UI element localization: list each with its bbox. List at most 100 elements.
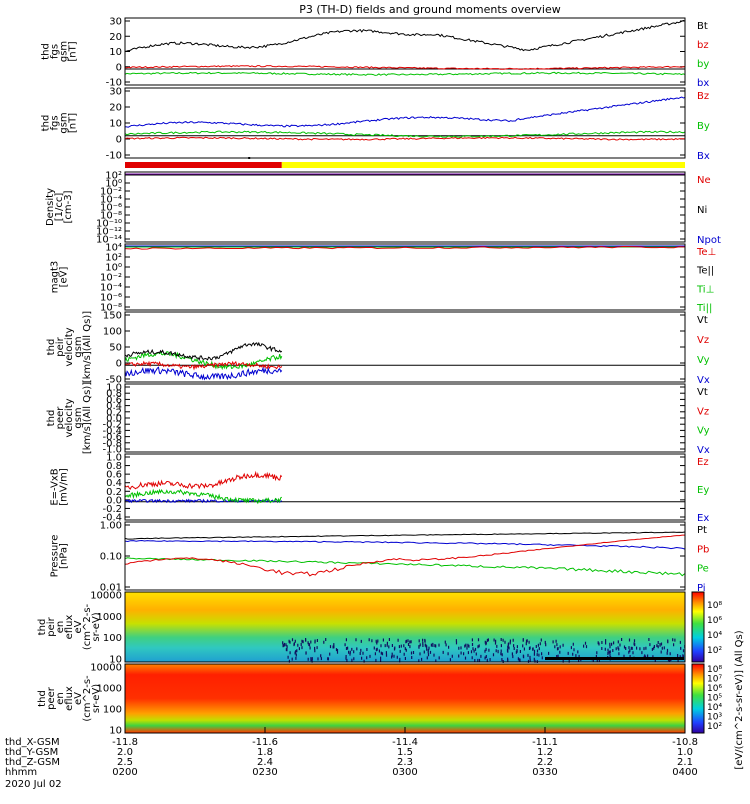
y-tick-label: 0.0 [106, 414, 122, 425]
y-tick-label: 0 [116, 359, 122, 370]
y-axis-label: peir [55, 336, 66, 356]
y-tick-label: 1.0 [106, 383, 122, 394]
legend-entry: Pi [697, 583, 706, 594]
y-tick-label: 10² [105, 253, 122, 264]
y-tick-label: 10⁻² [100, 273, 122, 284]
y-tick-label: 10⁻⁶ [100, 203, 122, 214]
x-row-value: 0330 [532, 767, 557, 778]
y-axis-label: [km/s](All Qs)] [82, 382, 93, 454]
y-axis-label: gsm [59, 41, 70, 62]
y-tick-label: 10 [109, 119, 122, 130]
y-tick-label: -10 [106, 78, 122, 89]
y-tick-label: -1.0 [102, 445, 122, 456]
y-axis-label: Pressure [50, 535, 61, 578]
panel-frame-top [124, 453, 686, 521]
series-pe [124, 557, 686, 577]
y-axis-label: [mV/m] [59, 468, 70, 506]
x-row-value: 2.3 [397, 757, 413, 768]
y-axis-label: en [55, 692, 66, 705]
y-tick-label: 10⁻¹⁰ [96, 219, 122, 230]
colorbar-tick: 10⁷ [707, 675, 722, 685]
panel-frame-top [124, 17, 686, 86]
colorbar-tick: 10⁶ [707, 616, 722, 626]
y-axis-label: thd [37, 690, 48, 707]
legend-entry: Bx [697, 151, 710, 162]
legend-entry: Te|| [696, 266, 714, 277]
legend-entry: Bt [697, 21, 708, 32]
y-tick-label: 0 [116, 135, 122, 146]
series-vx [124, 366, 283, 381]
colorbar-label: [eV/(cm^2-s-sr-eV)] (All Qs) [734, 630, 745, 769]
y-axis-label: eflux [64, 686, 75, 711]
legend-entry: Ex [697, 513, 709, 524]
y-axis-label: [nPa] [59, 543, 70, 569]
panel-pressure: 1.00 0.10 0.01 Pressure[nPa] Pt Pb Pe Pi [50, 521, 710, 595]
x-row-value: -11.4 [392, 737, 418, 748]
y-tick-label: 0.8 [106, 389, 122, 400]
y-axis-label: [km/s](All Qs)] [82, 311, 93, 383]
y-axis-label: gsm [73, 407, 84, 428]
y-tick-label: 10000 [90, 663, 122, 674]
x-row-value: -11.1 [532, 737, 558, 748]
x-row-value: 0200 [112, 767, 137, 778]
x-row-value: -10.8 [672, 737, 698, 748]
y-axis-label: velocity [64, 327, 75, 366]
panel-frame-top [124, 243, 686, 311]
y-axis-label: velocity [64, 398, 75, 437]
colorbar-tick: 10³ [707, 713, 722, 723]
legend-entry: Vt [697, 315, 708, 326]
y-axis-label: thd [41, 115, 52, 132]
y-axis-label: E=-VxB [50, 468, 61, 505]
colorbar-tick: 10⁴ [707, 703, 722, 713]
legend-entry: Vt [697, 387, 708, 398]
y-axis-label: [1/cc] [54, 193, 65, 222]
legend-entry: Ez [697, 457, 709, 468]
x-axis: thd_X-GSM -11.8 -11.6 -11.4 -11.1 -10.8 thd_Y-… [5, 727, 698, 790]
y-axis-label: en [55, 621, 66, 634]
panel-frame [124, 171, 686, 243]
legend-entry: bz [697, 40, 709, 51]
temp-line-3 [124, 245, 686, 250]
x-row-value: 2.2 [537, 757, 553, 768]
mode-bar-yellow [281, 162, 685, 168]
y-axis-label: fgs [50, 115, 61, 130]
colorbar-tick: 10⁵ [707, 694, 722, 704]
series-pb [124, 534, 685, 577]
legend-entry: Bz [697, 91, 709, 102]
y-tick-label: -50 [106, 375, 122, 386]
y-tick-label: 0.8 [106, 461, 122, 472]
colorbar-tick: 10⁸ [707, 665, 722, 675]
y-axis-label: eV [73, 692, 84, 705]
y-tick-label: 10000 [90, 591, 122, 602]
legend-entry: Pb [697, 544, 709, 555]
y-axis-label: (cm^2-s- [82, 675, 93, 722]
x-row-value: 2.5 [117, 757, 133, 768]
panel-frame [124, 383, 686, 453]
series-bt [124, 19, 686, 52]
legend-entry: Vy [697, 355, 710, 366]
x-row-value: 1.8 [257, 747, 273, 758]
y-tick-label: 0.6 [106, 395, 122, 406]
date-label: 2020 Jul 02 [5, 779, 62, 790]
colorbar-tick: 10² [707, 722, 722, 732]
y-tick-label: 50 [109, 343, 122, 354]
mode-bar-marker [248, 157, 251, 159]
y-tick-label: 10² [105, 171, 122, 182]
series-pi [124, 539, 686, 550]
y-tick-label: 100 [103, 327, 122, 338]
panels-group: 3020100-10thdfgsgsm[nT]Btbzbybx3020100-1… [37, 17, 721, 737]
legend-entry: By [697, 121, 710, 132]
spectrogram-band [545, 657, 684, 660]
legend-entry: Ti⊥ [696, 284, 714, 295]
y-tick-label: 0.0 [106, 495, 122, 506]
y-axis-label: [eV] [59, 267, 70, 288]
y-axis-label: thd [46, 410, 57, 427]
panel-frame [124, 453, 686, 521]
y-axis-label: peer [46, 686, 57, 710]
y-tick-label: 1000 [97, 684, 122, 695]
y-tick-label: 10⁴ [105, 243, 122, 254]
y-axis-label: [cm-3] [63, 190, 74, 223]
y-tick-label: 30 [109, 17, 122, 28]
